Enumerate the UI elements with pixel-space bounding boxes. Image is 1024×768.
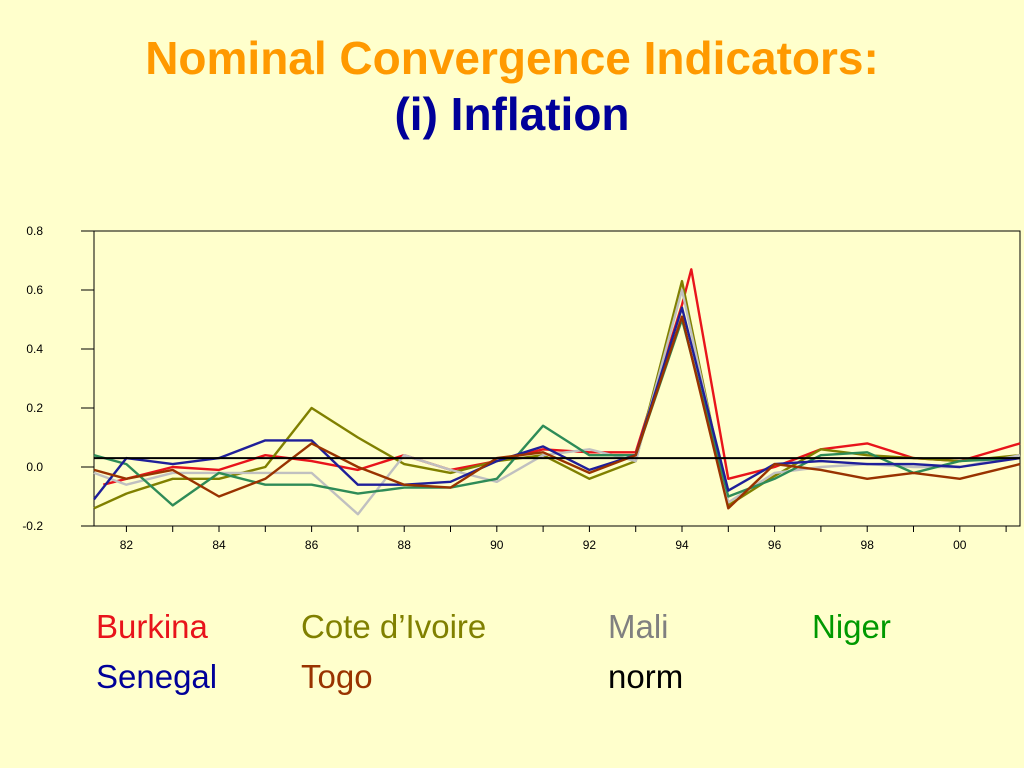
title-line-2: (i) Inflation [394,88,630,140]
series-line-togo [93,315,1021,510]
x-tick-label: 98 [861,538,875,552]
x-tick-label: 96 [768,538,782,552]
x-tick-label: 88 [398,538,412,552]
slide-title: Nominal Convergence Indicators: (i) Infl… [0,30,1024,142]
legend-cote-divoire: Cote d’Ivoire [301,608,487,645]
series-line-niger [93,318,1021,507]
legend-mali: Mali [608,608,669,645]
legend-senegal: Senegal [96,658,218,695]
y-tick-label: -0.2 [22,519,43,533]
legend-togo: Togo [301,658,373,695]
x-tick-label: 82 [120,538,134,552]
inflation-line-chart: -0.2 0.0 0.2 0.4 0.6 0.8 82 84 86 88 90 92 94 96 98 00 [22,224,1021,552]
x-tick-label: 92 [583,538,597,552]
legend-niger: Niger [812,608,891,645]
plot-frame [93,230,1021,527]
y-tick-label: 0.8 [26,224,43,238]
y-tick-label: 0.2 [26,401,43,415]
x-tick-label: 00 [953,538,967,552]
y-tick-label: 0.0 [26,460,43,474]
series-line-cote-d-ivoire [93,279,1021,510]
y-tick-label: 0.4 [26,342,43,356]
x-tick-label: 86 [305,538,319,552]
y-tick-label: 0.6 [26,283,43,297]
x-tick-label: 94 [675,538,689,552]
series-line-senegal [93,306,1021,501]
x-tick-label: 90 [490,538,504,552]
legend-burkina: Burkina [96,608,208,645]
series-line-mali [93,288,1021,516]
title-line-1: Nominal Convergence Indicators: [145,32,879,84]
series-line-burkina [103,268,1021,486]
legend-norm: norm [608,658,684,695]
x-tick-label: 84 [212,538,226,552]
